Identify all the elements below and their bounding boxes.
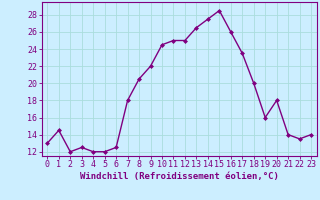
X-axis label: Windchill (Refroidissement éolien,°C): Windchill (Refroidissement éolien,°C) [80,172,279,181]
